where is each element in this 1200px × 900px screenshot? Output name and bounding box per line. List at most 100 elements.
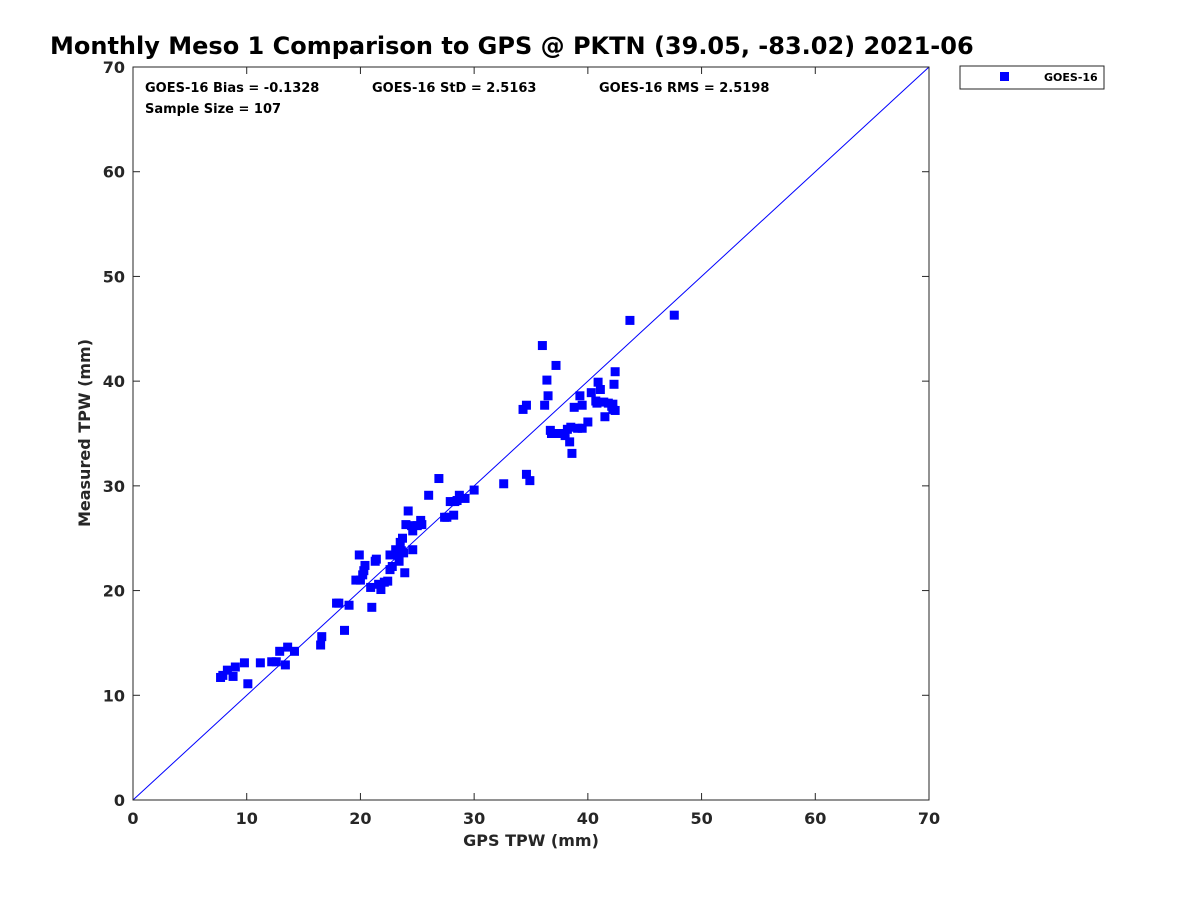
data-point	[625, 315, 635, 325]
x-tick-label: 60	[804, 809, 826, 828]
data-point	[354, 550, 364, 560]
y-tick-label: 50	[103, 267, 125, 286]
y-tick-label: 10	[103, 686, 125, 705]
data-point	[583, 417, 593, 427]
data-point	[283, 642, 293, 652]
x-tick-label: 0	[127, 809, 138, 828]
data-point	[344, 600, 354, 610]
x-tick-label: 30	[463, 809, 485, 828]
data-point	[417, 520, 427, 530]
data-point	[239, 658, 249, 668]
data-point	[424, 490, 434, 500]
data-point	[228, 671, 238, 681]
data-point	[408, 545, 418, 555]
data-point	[525, 476, 535, 486]
data-point	[593, 377, 603, 387]
data-point	[586, 388, 596, 398]
data-point	[537, 341, 547, 351]
data-point	[608, 399, 618, 409]
reference-line	[132, 66, 930, 801]
data-point	[553, 429, 563, 438]
legend: GOES-16	[959, 65, 1105, 90]
data-point	[407, 521, 417, 531]
data-point	[280, 660, 290, 670]
data-point	[230, 662, 240, 672]
data-point	[599, 397, 609, 407]
data-point	[392, 550, 402, 560]
data-point	[355, 575, 365, 585]
x-axis-ticks: 0 10 20 30 40 50 60 70	[127, 67, 940, 828]
data-point	[600, 412, 610, 422]
data-point	[340, 625, 350, 635]
data-point	[400, 568, 410, 578]
data-point	[376, 585, 386, 595]
data-point	[401, 520, 411, 530]
y-tick-label: 40	[103, 372, 125, 391]
data-point	[387, 561, 397, 571]
data-point	[452, 496, 462, 506]
data-point	[408, 526, 418, 536]
data-point	[569, 402, 579, 412]
data-point	[275, 646, 285, 656]
data-point	[267, 657, 277, 667]
x-tick-label: 10	[236, 809, 258, 828]
data-point	[255, 658, 265, 668]
y-tick-label: 0	[114, 791, 125, 810]
x-axis-label: GPS TPW (mm)	[463, 831, 599, 850]
data-point	[222, 665, 232, 675]
data-point	[218, 670, 228, 680]
legend-entry-goes-16: GOES-16	[1044, 71, 1098, 84]
data-point	[367, 602, 377, 612]
x-tick-label: 70	[918, 809, 940, 828]
data-point	[449, 510, 459, 520]
data-point	[595, 385, 605, 395]
data-point	[385, 550, 395, 560]
data-point	[560, 431, 570, 441]
y-tick-label: 70	[103, 58, 125, 77]
data-point	[499, 479, 509, 489]
series-goes-16-points	[216, 310, 679, 689]
data-point	[566, 422, 576, 432]
data-point	[460, 493, 470, 503]
data-point	[371, 554, 381, 564]
data-point	[383, 576, 393, 586]
y-axis-ticks: 0 10 20 30 40 50 60 70	[103, 58, 929, 810]
data-point	[610, 367, 620, 377]
data-point	[374, 579, 384, 589]
data-point	[289, 646, 299, 656]
data-point	[271, 657, 281, 667]
data-point	[317, 632, 327, 642]
data-point	[543, 391, 553, 401]
data-point	[316, 640, 326, 650]
y-tick-label: 30	[103, 477, 125, 496]
chart-title: Monthly Meso 1 Comparison to GPS @ PKTN …	[50, 32, 974, 60]
data-point	[540, 400, 550, 410]
data-point	[577, 400, 587, 410]
rms-annotation: GOES-16 RMS = 2.5198	[599, 81, 769, 96]
data-point	[398, 533, 408, 543]
data-point	[442, 512, 452, 522]
data-point	[609, 379, 619, 389]
data-point	[351, 575, 361, 585]
data-point	[610, 405, 620, 415]
bias-annotation: GOES-16 Bias = -0.1328	[145, 81, 319, 96]
one-to-one-reference-line	[132, 66, 930, 801]
data-point	[592, 398, 602, 408]
x-tick-label: 40	[577, 809, 599, 828]
data-point	[391, 545, 401, 555]
plot-area	[132, 66, 930, 801]
data-point	[394, 556, 404, 566]
data-point	[567, 448, 577, 458]
data-point	[669, 310, 679, 320]
x-tick-label: 20	[349, 809, 371, 828]
data-point	[359, 566, 369, 576]
data-point	[360, 560, 370, 570]
data-point	[403, 506, 413, 516]
y-tick-label: 60	[103, 163, 125, 182]
data-point	[542, 375, 552, 385]
data-point	[445, 497, 455, 507]
data-point	[521, 400, 531, 410]
y-tick-label: 20	[103, 582, 125, 601]
legend-box	[959, 65, 1105, 90]
data-point	[334, 598, 344, 608]
